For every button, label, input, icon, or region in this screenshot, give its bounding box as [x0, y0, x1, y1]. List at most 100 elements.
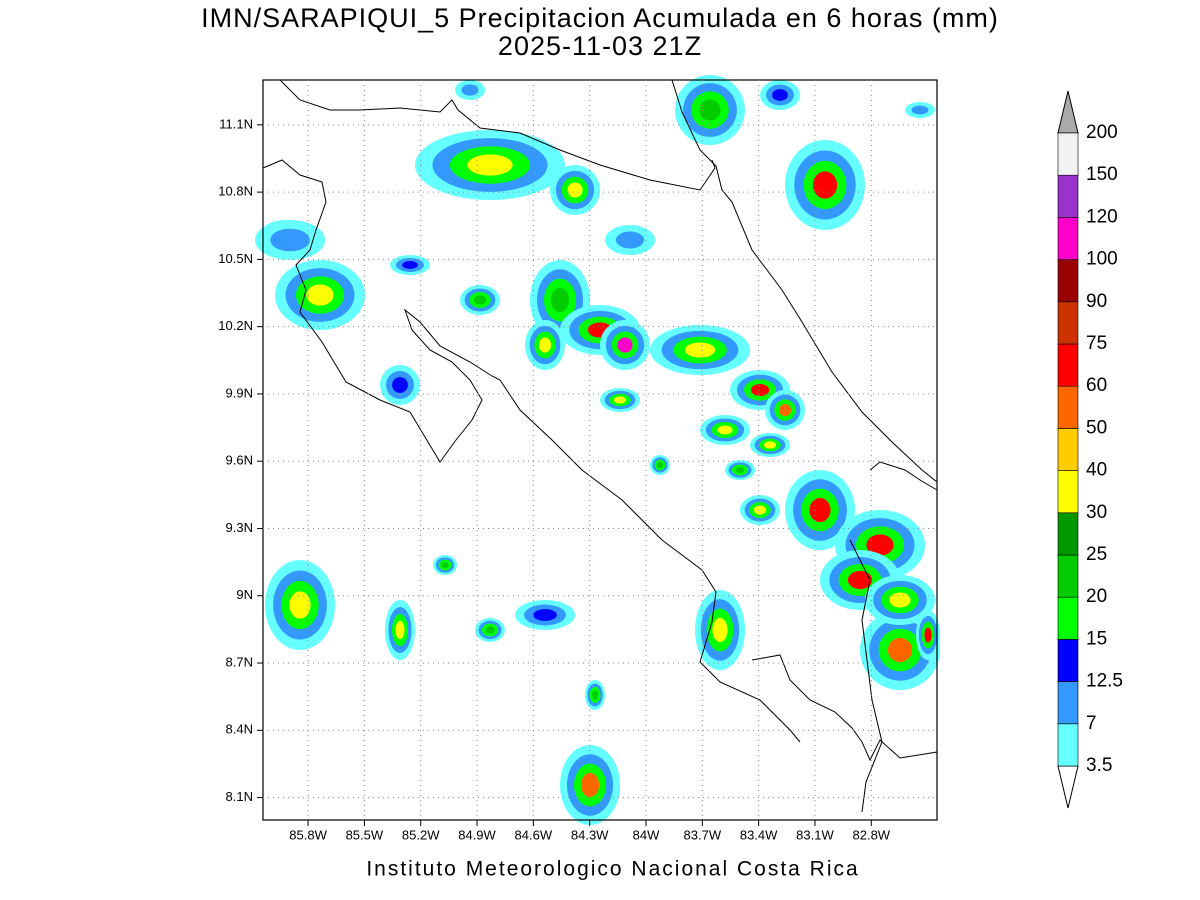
y-tick-label: 8.7N [226, 654, 253, 669]
colorbar-bin [1057, 639, 1079, 682]
x-tick-label: 85.5W [346, 827, 384, 842]
rain-cell [289, 591, 311, 619]
x-tick-label: 85.2W [402, 827, 440, 842]
x-tick-label: 83.4W [740, 827, 778, 842]
y-tick-label: 9.6N [226, 453, 253, 468]
colorbar-over [1057, 90, 1079, 134]
colorbar-bin [1057, 554, 1079, 598]
rain-cell [467, 154, 513, 176]
rain-cell [550, 287, 570, 313]
y-tick-label: 11.1N [219, 116, 253, 131]
rain-cell [889, 592, 911, 608]
x-tick-label: 85.8W [289, 827, 327, 842]
x-tick-label: 82.8W [853, 827, 891, 842]
colorbar-bin [1057, 174, 1079, 218]
border [849, 539, 883, 813]
rain-cell [441, 561, 449, 569]
rain-cell [567, 182, 583, 198]
coastline [671, 79, 938, 483]
colorbar-label: 100 [1086, 249, 1118, 270]
rain-cell [591, 690, 599, 700]
rain-cell [712, 617, 728, 643]
colorbar-label: 50 [1086, 417, 1107, 438]
title: IMN/SARAPIQUI_5 Precipitacion Acumulada … [201, 3, 999, 33]
y-tick-label: 9.9N [226, 385, 253, 400]
rain-cell [911, 105, 929, 115]
rain-cell [847, 570, 873, 590]
rain-cell [866, 534, 894, 556]
colorbar-under [1057, 765, 1079, 809]
coastlines [262, 79, 938, 813]
y-tick-label: 10.5N [218, 251, 253, 266]
colorbar-label: 3.5 [1086, 755, 1112, 776]
colorbar-bin [1057, 596, 1079, 640]
rain-cell [473, 295, 487, 305]
rain-cell [656, 461, 664, 469]
rain-cell [924, 627, 932, 643]
colorbar-bin [1057, 301, 1079, 345]
coastline [279, 79, 716, 191]
y-tick-label: 9.3N [226, 520, 253, 535]
colorbar-bin [1057, 723, 1079, 767]
rain-cell [306, 284, 334, 306]
rain-cell [809, 497, 831, 523]
colorbar-label: 15 [1086, 628, 1107, 649]
coastline [262, 159, 801, 743]
colorbar-label: 120 [1086, 206, 1118, 227]
y-tick-label: 8.4N [226, 722, 253, 737]
rain-cell [887, 637, 913, 663]
colorbar-bin [1057, 132, 1079, 176]
subtitle: 2025-11-03 21Z [498, 31, 702, 61]
colorbar-bin [1057, 512, 1079, 556]
rain-cell [812, 171, 838, 199]
colorbar-label: 60 [1086, 375, 1107, 396]
rain-cell [533, 609, 557, 621]
rain-cell [270, 228, 310, 252]
rain-cell [750, 383, 770, 397]
x-tick-label: 83.7W [684, 827, 722, 842]
colorbar-label: 200 [1086, 122, 1118, 143]
rain-cell [461, 84, 479, 96]
x-tick-label: 83.1W [796, 827, 834, 842]
rain-cell [402, 261, 418, 269]
y-tick-label: 10.8N [218, 184, 253, 199]
rain-cell [538, 337, 552, 353]
y-tick-label: 8.1N [226, 789, 253, 804]
rain-cell [615, 231, 645, 249]
rain-cell [717, 425, 733, 435]
rain-cell [735, 466, 745, 474]
rain-cell [778, 403, 792, 417]
colorbar-bin [1057, 681, 1079, 725]
rain-cell [617, 337, 633, 353]
colorbar-label: 20 [1086, 586, 1107, 607]
x-tick-label: 84W [633, 827, 660, 842]
x-tick-label: 84.3W [571, 827, 609, 842]
plot-frame [262, 79, 938, 821]
colorbar-label: 40 [1086, 460, 1107, 481]
colorbar-bin [1057, 428, 1079, 471]
rain-cell [485, 626, 495, 634]
colorbar-label: 7 [1086, 713, 1097, 734]
colorbar-bin [1057, 385, 1079, 429]
footer: Instituto Meteorologico Nacional Costa R… [366, 858, 859, 881]
colorbar-label: 90 [1086, 291, 1107, 312]
colorbar-label: 150 [1086, 164, 1118, 185]
rain-cell [684, 342, 716, 358]
coastline [751, 654, 938, 762]
y-tick-label: 9N [236, 587, 253, 602]
rain-cell [699, 99, 721, 121]
colorbar-label: 30 [1086, 502, 1107, 523]
colorbar-label: 25 [1086, 544, 1107, 565]
coastline [869, 461, 938, 491]
x-tick-label: 84.6W [515, 827, 553, 842]
colorbar-bin [1057, 343, 1079, 387]
rain-cell [753, 505, 767, 515]
rain-cell [392, 377, 408, 393]
rain-cell [395, 620, 405, 640]
colorbar-label: 12.5 [1086, 671, 1123, 692]
rain-cell [763, 441, 777, 449]
colorbar-bin [1057, 217, 1079, 260]
rain-cell [613, 396, 627, 404]
